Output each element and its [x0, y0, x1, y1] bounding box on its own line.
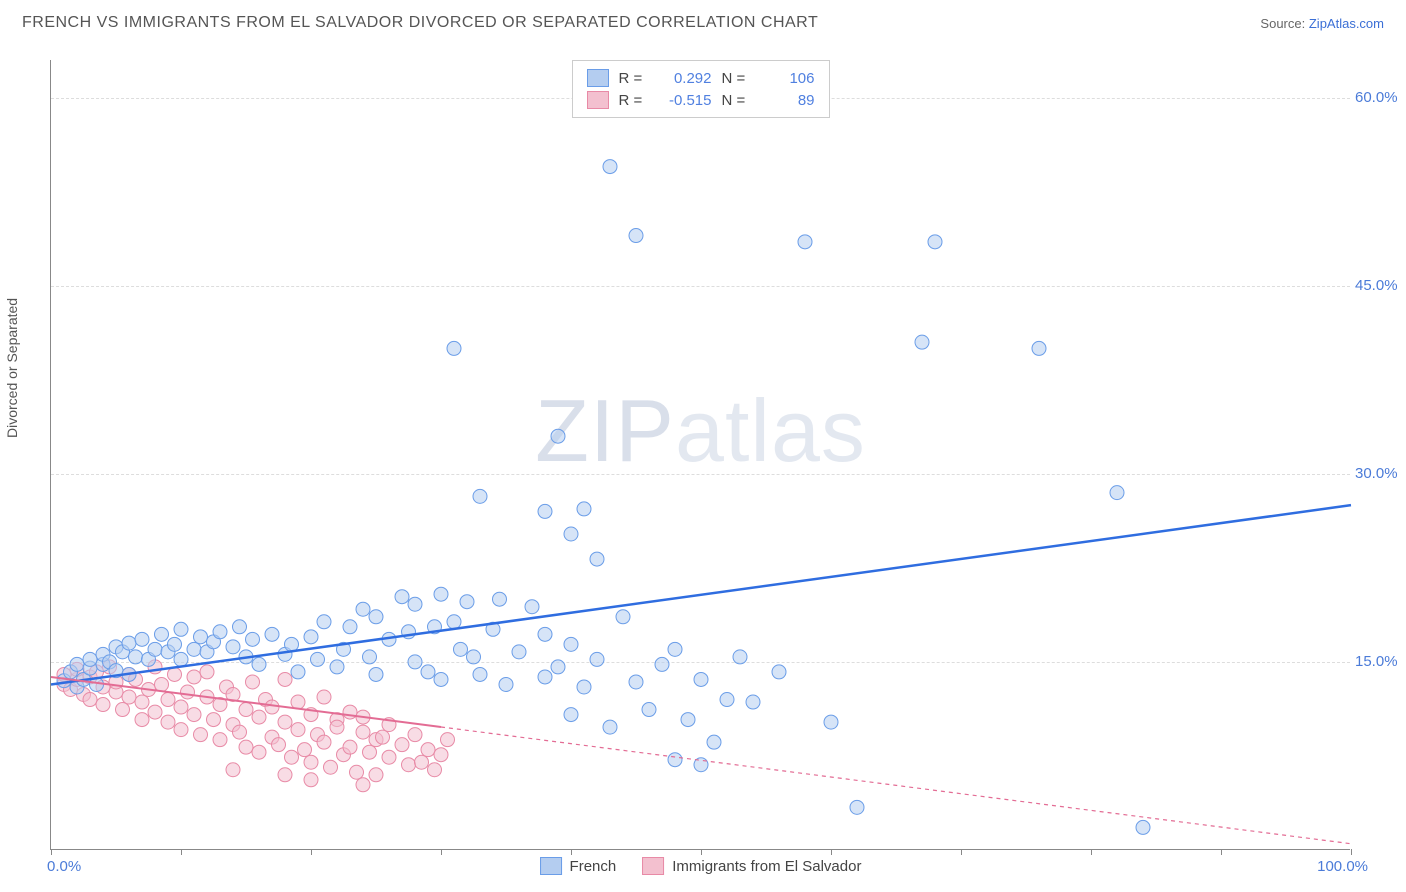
n-value-french: 106: [760, 70, 815, 87]
stats-legend: R = 0.292 N = 106 R = -0.515 N = 89: [572, 60, 830, 118]
y-tick-label: 30.0%: [1355, 465, 1406, 482]
legend-swatch-elsalvador: [642, 857, 664, 875]
bottom-legend: French Immigrants from El Salvador: [540, 857, 862, 875]
legend-item-french: French: [540, 857, 617, 875]
x-axis-min-label: 0.0%: [47, 858, 81, 875]
n-value-elsalvador: 89: [760, 92, 815, 109]
y-tick-label: 60.0%: [1355, 89, 1406, 106]
r-value-elsalvador: -0.515: [657, 92, 712, 109]
x-axis-max-label: 100.0%: [1317, 858, 1368, 875]
chart-title: FRENCH VS IMMIGRANTS FROM EL SALVADOR DI…: [22, 14, 818, 32]
chart-plot-area: ZIPatlas 15.0%30.0%45.0%60.0% R = 0.292 …: [50, 60, 1350, 850]
stats-row-elsalvador: R = -0.515 N = 89: [587, 89, 815, 111]
y-axis-label: Divorced or Separated: [4, 298, 20, 438]
swatch-french: [587, 69, 609, 87]
stats-row-french: R = 0.292 N = 106: [587, 67, 815, 89]
source-link[interactable]: ZipAtlas.com: [1309, 16, 1384, 31]
legend-item-elsalvador: Immigrants from El Salvador: [642, 857, 861, 875]
legend-label-elsalvador: Immigrants from El Salvador: [672, 858, 861, 875]
y-tick-label: 45.0%: [1355, 277, 1406, 294]
chart-header: FRENCH VS IMMIGRANTS FROM EL SALVADOR DI…: [0, 0, 1406, 42]
source-label: Source:: [1260, 16, 1305, 31]
legend-label-french: French: [570, 858, 617, 875]
legend-swatch-french: [540, 857, 562, 875]
y-tick-label: 15.0%: [1355, 653, 1406, 670]
r-value-french: 0.292: [657, 70, 712, 87]
swatch-elsalvador: [587, 91, 609, 109]
scatter-plot-svg: [51, 60, 1350, 849]
source-line: Source: ZipAtlas.com: [1260, 16, 1384, 31]
